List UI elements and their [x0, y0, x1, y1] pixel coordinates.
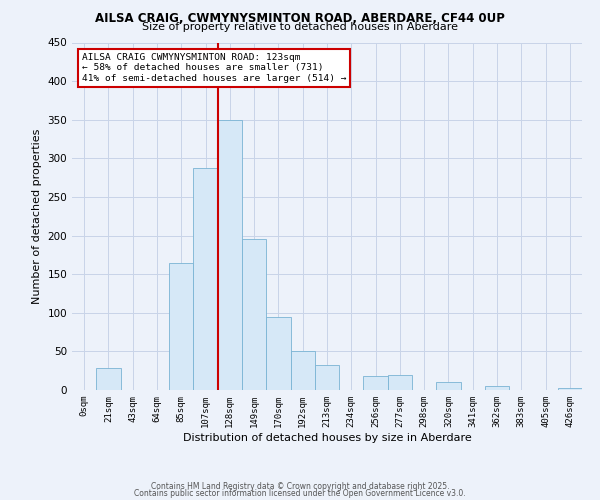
Bar	[364, 376, 388, 390]
Bar	[193, 168, 218, 390]
Bar	[485, 386, 509, 390]
Bar	[315, 364, 339, 390]
Bar	[290, 352, 315, 390]
Bar	[436, 382, 461, 390]
X-axis label: Distribution of detached houses by size in Aberdare: Distribution of detached houses by size …	[182, 432, 472, 442]
Bar	[388, 376, 412, 390]
Bar	[96, 368, 121, 390]
Bar	[242, 240, 266, 390]
Bar	[218, 120, 242, 390]
Bar	[266, 316, 290, 390]
Y-axis label: Number of detached properties: Number of detached properties	[32, 128, 42, 304]
Bar	[169, 262, 193, 390]
Text: Size of property relative to detached houses in Aberdare: Size of property relative to detached ho…	[142, 22, 458, 32]
Text: Contains public sector information licensed under the Open Government Licence v3: Contains public sector information licen…	[134, 490, 466, 498]
Text: AILSA CRAIG, CWMYNYSMINTON ROAD, ABERDARE, CF44 0UP: AILSA CRAIG, CWMYNYSMINTON ROAD, ABERDAR…	[95, 12, 505, 26]
Text: AILSA CRAIG CWMYNYSMINTON ROAD: 123sqm
← 58% of detached houses are smaller (731: AILSA CRAIG CWMYNYSMINTON ROAD: 123sqm ←…	[82, 53, 347, 82]
Text: Contains HM Land Registry data © Crown copyright and database right 2025.: Contains HM Land Registry data © Crown c…	[151, 482, 449, 491]
Bar	[558, 388, 582, 390]
